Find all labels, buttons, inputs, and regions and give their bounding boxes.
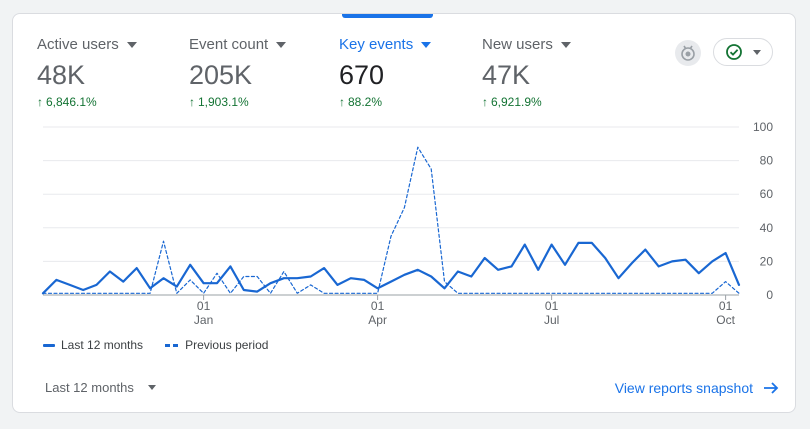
metric-change: 6,846.1% [46, 95, 97, 109]
arrow-up-icon: ↑ [37, 95, 43, 109]
caret-down-icon [147, 385, 156, 390]
x-tick-day: 01 [197, 299, 211, 313]
x-tick-month: Apr [368, 313, 387, 327]
chart-legend: Last 12 months Previous period [43, 338, 268, 352]
series-line-last-12-months [41, 241, 741, 295]
metric-change: 1,903.1% [198, 95, 249, 109]
active-tab-indicator [342, 14, 433, 18]
x-tick-month: Jul [544, 313, 559, 327]
check-circle-icon [726, 44, 742, 60]
snapshot-link-label: View reports snapshot [614, 380, 753, 396]
metric-tab-event-count[interactable]: Event count 205K ↑ 1,903.1% [189, 36, 287, 109]
metric-value: 670 [339, 60, 385, 90]
status-dropdown[interactable] [713, 38, 773, 66]
arrow-up-icon: ↑ [482, 95, 488, 109]
metric-label: Event count [189, 36, 269, 53]
x-tick-day: 01 [545, 299, 559, 313]
metric-label: Active users [37, 36, 119, 53]
dashed-line-swatch [165, 343, 180, 347]
metric-value: 47K [482, 60, 531, 90]
caret-down-icon [421, 41, 432, 48]
series-line-previous-period [42, 146, 740, 294]
y-tick-label: 80 [760, 154, 774, 168]
arrow-up-icon: ↑ [189, 95, 195, 109]
date-range-dropdown[interactable]: Last 12 months [45, 380, 156, 395]
caret-down-icon [753, 49, 761, 55]
metric-label: Key events [339, 36, 414, 53]
arrow-up-icon: ↑ [339, 95, 345, 109]
x-tick-month: Jan [194, 313, 213, 327]
summary-card: Active users 48K ↑ 6,846.1% Event count 2… [12, 13, 796, 413]
y-tick-label: 100 [753, 120, 773, 134]
metric-label: New users [482, 36, 553, 53]
legend-item-current[interactable]: Last 12 months [43, 338, 143, 352]
metric-tab-active-users[interactable]: Active users 48K ↑ 6,846.1% [37, 36, 137, 109]
insights-badge-icon[interactable] [675, 40, 701, 66]
y-tick-label: 0 [766, 288, 773, 302]
metric-change: 88.2% [348, 95, 383, 109]
metric-change: 6,921.9% [491, 95, 542, 109]
metric-value: 48K [37, 60, 86, 90]
solid-line-swatch [43, 343, 55, 347]
y-tick-label: 60 [760, 187, 774, 201]
metric-tab-key-events[interactable]: Key events 670 ↑ 88.2% [339, 36, 432, 109]
x-tick-month: Oct [716, 313, 735, 327]
caret-down-icon [276, 41, 287, 48]
x-tick-day: 01 [371, 299, 385, 313]
y-tick-label: 20 [760, 254, 774, 268]
legend-label: Previous period [185, 338, 269, 352]
date-range-label: Last 12 months [45, 380, 134, 395]
x-tick-day: 01 [719, 299, 733, 313]
legend-item-previous[interactable]: Previous period [165, 338, 268, 352]
caret-down-icon [560, 41, 571, 48]
metric-value: 205K [189, 60, 253, 90]
metric-tab-new-users[interactable]: New users 47K ↑ 6,921.9% [482, 36, 571, 109]
legend-label: Last 12 months [61, 338, 144, 352]
view-reports-snapshot-link[interactable]: View reports snapshot [615, 380, 779, 396]
arrow-right-icon [764, 382, 779, 394]
y-tick-label: 40 [760, 221, 774, 235]
caret-down-icon [126, 41, 137, 48]
